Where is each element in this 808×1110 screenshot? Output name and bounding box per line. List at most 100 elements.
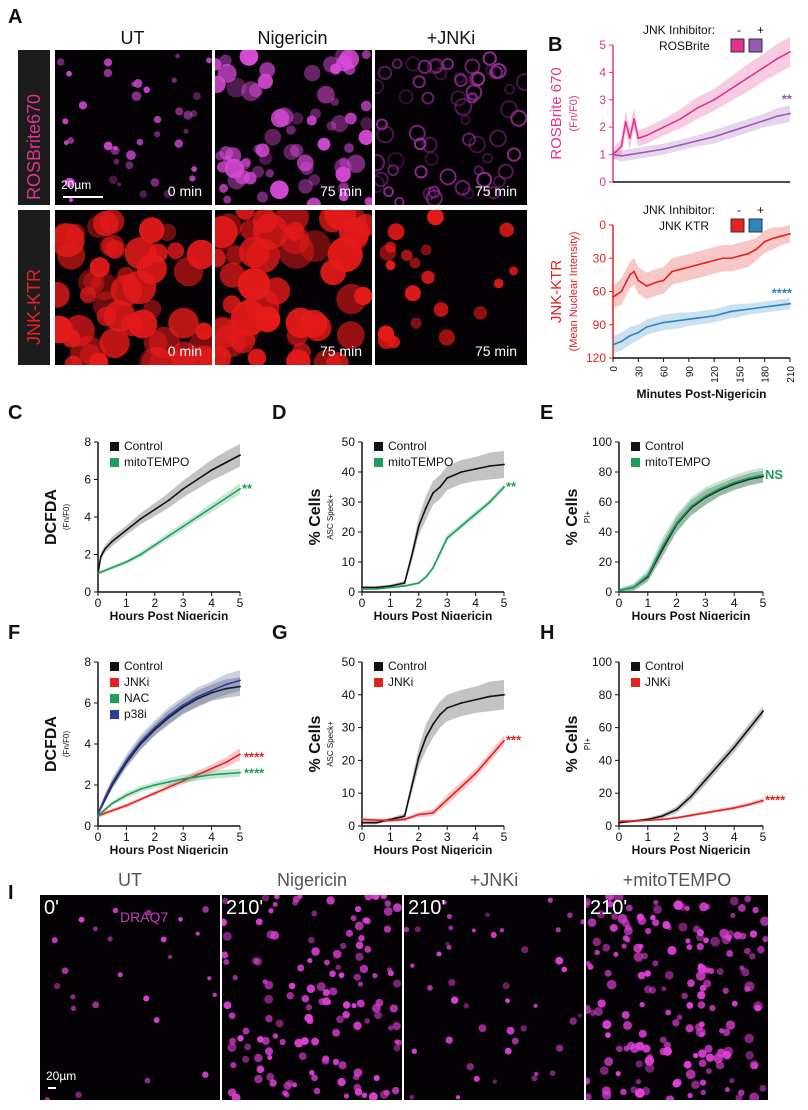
- cell: [374, 1011, 382, 1020]
- cell: [380, 895, 388, 900]
- data-point: [389, 585, 392, 587]
- cell: [500, 100, 519, 119]
- data-point: [474, 513, 477, 515]
- series-line--: [612, 51, 791, 156]
- cell: [672, 1079, 681, 1088]
- x-tick-label: 1: [387, 830, 394, 844]
- data-point: [239, 753, 241, 756]
- cell: [663, 1041, 672, 1049]
- cell: [225, 245, 246, 265]
- error-band-+: [613, 105, 790, 162]
- cell: [128, 309, 158, 339]
- x-tick-label: 0: [359, 596, 366, 610]
- cell: [635, 1041, 645, 1051]
- cell: [358, 934, 365, 942]
- data-point: [662, 148, 665, 151]
- cell: [266, 1073, 275, 1081]
- cell: [391, 1086, 400, 1095]
- cell: [317, 137, 331, 151]
- cell: [678, 902, 687, 911]
- panel-a-row-band-ktr: [18, 210, 50, 365]
- cell: [713, 1053, 724, 1064]
- cell: [261, 895, 270, 902]
- data-point: [488, 695, 491, 698]
- data-point: [776, 115, 779, 118]
- data-point: [361, 821, 363, 824]
- cell: [283, 1081, 292, 1091]
- cell: [695, 1027, 706, 1038]
- panel-a-row-jnkktr: JNK-KTR: [24, 269, 44, 345]
- data-point: [645, 150, 648, 153]
- y-tick-label: 8: [84, 655, 91, 669]
- y-tick-label: 50: [342, 655, 356, 669]
- cell: [242, 1027, 250, 1035]
- cell: [143, 995, 150, 1002]
- cell: [462, 187, 475, 200]
- legend-label: NAC: [124, 691, 150, 705]
- cell: [602, 1019, 612, 1030]
- cell: [346, 154, 366, 174]
- chart-f-dcfda: 0 2 4 6 8 0 1 2 3 4 5 Hours Post Nigericin DCFDA (Fn/…: [43, 655, 265, 855]
- cell: [645, 927, 652, 935]
- cell: [384, 241, 397, 253]
- cell: [252, 957, 260, 965]
- cell: [56, 58, 65, 66]
- cell: [268, 908, 274, 914]
- legend-swatch: [730, 218, 745, 233]
- x-axis-label: Hours Post Nigericin: [110, 609, 229, 620]
- cell: [150, 178, 160, 187]
- micrograph-ktr-jnki: 75 min: [375, 210, 527, 365]
- cell: [264, 128, 282, 146]
- cell: [219, 183, 229, 193]
- cell: [195, 931, 200, 936]
- cell: [183, 110, 193, 120]
- cell: [473, 165, 484, 176]
- micrograph-time: 75 min: [474, 183, 517, 199]
- data-point: [704, 316, 707, 318]
- cell: [215, 249, 227, 268]
- data-point: [439, 486, 441, 488]
- y-tick-label: 40: [342, 688, 356, 702]
- cell: [555, 927, 561, 933]
- cell: [270, 109, 290, 128]
- data-point: [182, 525, 185, 528]
- data-point: [675, 816, 678, 819]
- data-point: [224, 497, 227, 500]
- y-tick-label: 2: [84, 548, 91, 562]
- data-point: [210, 773, 213, 776]
- error-band-+: [613, 298, 790, 354]
- data-point: [713, 98, 716, 101]
- cell: [304, 64, 321, 82]
- legend-swatch: [374, 662, 383, 671]
- cell: [586, 1093, 592, 1100]
- cell: [434, 66, 448, 81]
- cell: [392, 1021, 401, 1031]
- cell: [393, 979, 402, 988]
- cell: [360, 100, 372, 112]
- cell: [353, 1073, 360, 1081]
- cell: [460, 115, 471, 126]
- series-line-+: [612, 112, 791, 157]
- cell: [90, 272, 118, 301]
- data-point: [425, 576, 427, 578]
- data-point: [789, 302, 791, 305]
- chart-d-asc-speck: 0 10 20 30 40 50 0 1 2 3 4 5 Hours Post Nigericin % C…: [307, 435, 517, 620]
- cell: [421, 136, 438, 153]
- cell: [577, 1013, 582, 1018]
- data-point: [410, 785, 413, 788]
- data-point: [224, 772, 227, 775]
- cell: [749, 1060, 759, 1070]
- cell: [357, 981, 363, 987]
- data-point: [224, 461, 227, 464]
- cell: [716, 968, 724, 976]
- error-band-mitotempo: [98, 483, 240, 576]
- cell: [533, 1003, 538, 1008]
- cell: [421, 270, 435, 285]
- data-point: [696, 317, 699, 319]
- y-tick-label: 4: [84, 737, 91, 751]
- cell: [262, 979, 268, 985]
- data-point: [624, 120, 627, 123]
- cell: [138, 217, 165, 243]
- cell: [78, 916, 85, 923]
- cell: [726, 950, 734, 957]
